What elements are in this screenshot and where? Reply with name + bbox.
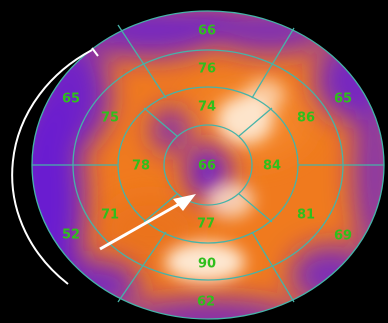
heat-blob [290,245,370,305]
apex-value: 66 [198,159,216,174]
heat-blob [50,260,140,310]
divider-anterior-left [117,24,167,99]
apical-divider-nw [143,107,178,137]
apical-divider-ne [238,107,273,137]
basal-anterolateral-value: 65 [334,92,352,107]
heat-blob [120,300,300,319]
apical-anterior-value: 74 [198,100,216,115]
divider-anterior-right [251,27,295,99]
mid-anterolateral-value: 86 [297,111,315,126]
mid-anteroseptal-value: 75 [101,111,119,126]
divider-inferior-left [117,231,167,303]
apex-boundary [163,124,253,206]
mid-inferoseptal-value: 71 [101,208,119,223]
segment-boundaries [31,10,385,320]
apical-divider-se [238,193,273,223]
heat-blob [245,79,285,111]
heat-blob [165,242,245,282]
apical-lateral-value: 84 [263,159,281,174]
apical-divider-sw [143,193,178,223]
segment-values: 66 65 69 62 52 65 76 86 81 90 71 75 74 8… [62,24,352,310]
basal-anteroseptal-value: 65 [62,92,80,107]
divider-inferior-right [251,231,295,303]
mid-anterior-value: 76 [198,62,216,77]
basal-inferoseptal-value: 52 [62,228,80,243]
septal-defect-bracket [11,47,99,285]
apical-septal-value: 78 [132,159,150,174]
mid-inferior-value: 90 [198,257,216,272]
basal-inferior-value: 62 [197,295,215,310]
defect-arrow [99,194,196,251]
basal-anterior-value: 66 [198,24,216,39]
mid-inferolateral-value: 81 [297,208,315,223]
heat-blob [100,195,200,265]
apical-inferior-value: 77 [197,217,215,232]
basal-inferolateral-value: 69 [334,229,352,244]
heat-blob [353,80,384,260]
